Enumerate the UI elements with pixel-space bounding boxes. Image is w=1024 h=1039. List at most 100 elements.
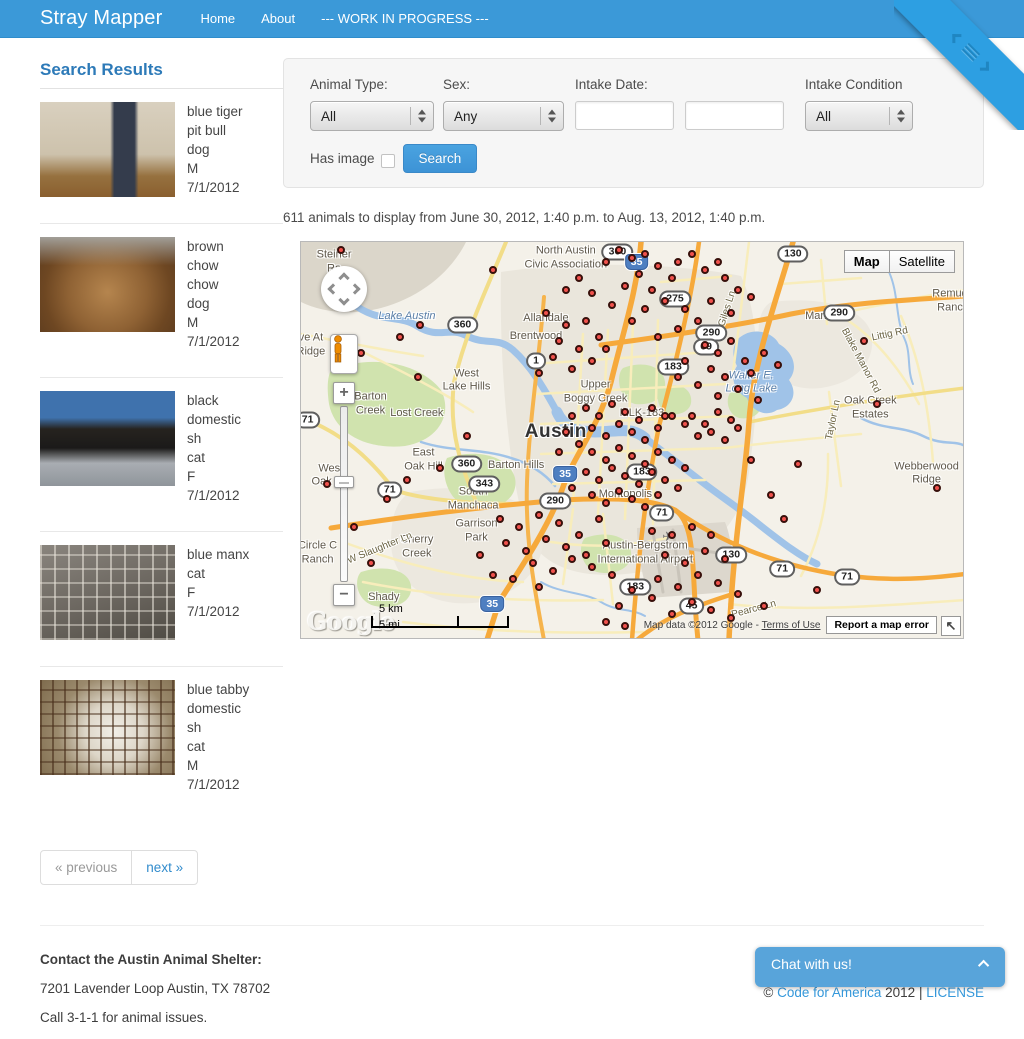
animal-marker[interactable] bbox=[614, 602, 623, 611]
animal-marker[interactable] bbox=[694, 570, 703, 579]
animal-marker[interactable] bbox=[661, 550, 670, 559]
animal-marker[interactable] bbox=[548, 566, 557, 575]
animal-marker[interactable] bbox=[402, 475, 411, 484]
animal-marker[interactable] bbox=[581, 550, 590, 559]
animal-marker[interactable] bbox=[594, 412, 603, 421]
animal-marker[interactable] bbox=[581, 404, 590, 413]
animal-marker[interactable] bbox=[628, 317, 636, 326]
animal-marker[interactable] bbox=[614, 420, 623, 429]
animal-marker[interactable] bbox=[767, 491, 776, 500]
animal-marker[interactable] bbox=[608, 463, 617, 472]
animal-marker[interactable] bbox=[601, 499, 610, 508]
animal-marker[interactable] bbox=[733, 285, 742, 294]
animal-marker[interactable] bbox=[621, 408, 630, 417]
zoom-slider-handle[interactable] bbox=[334, 476, 354, 488]
animal-marker[interactable] bbox=[714, 348, 723, 357]
animal-marker[interactable] bbox=[601, 455, 610, 464]
animal-marker[interactable] bbox=[654, 424, 663, 433]
animal-marker[interactable] bbox=[733, 384, 742, 393]
animal-marker[interactable] bbox=[535, 511, 544, 520]
animal-marker[interactable] bbox=[436, 463, 445, 472]
animal-marker[interactable] bbox=[641, 503, 650, 512]
animal-marker[interactable] bbox=[621, 622, 630, 631]
animal-marker[interactable] bbox=[508, 574, 517, 583]
animal-marker[interactable] bbox=[680, 558, 689, 567]
animal-marker[interactable] bbox=[720, 436, 729, 444]
license-link[interactable]: LICENSE bbox=[926, 985, 984, 1000]
animal-marker[interactable] bbox=[714, 392, 723, 401]
animal-marker[interactable] bbox=[588, 491, 597, 500]
animal-marker[interactable] bbox=[535, 368, 544, 377]
animal-marker[interactable] bbox=[488, 570, 497, 579]
animal-marker[interactable] bbox=[621, 281, 630, 290]
terms-of-use-link[interactable]: Terms of Use bbox=[761, 619, 821, 631]
animal-marker[interactable] bbox=[727, 337, 736, 345]
zoom-slider-track[interactable] bbox=[340, 406, 348, 582]
zoom-out-button[interactable]: − bbox=[333, 584, 355, 606]
animal-marker[interactable] bbox=[680, 420, 689, 429]
animal-marker[interactable] bbox=[568, 554, 577, 563]
animal-marker[interactable] bbox=[601, 432, 610, 441]
animal-marker[interactable] bbox=[502, 538, 511, 547]
animal-marker[interactable] bbox=[700, 340, 709, 349]
animal-marker[interactable] bbox=[674, 325, 683, 334]
has-image-checkbox[interactable] bbox=[380, 153, 395, 168]
animal-marker[interactable] bbox=[667, 273, 676, 282]
search-result-item[interactable]: blue manx cat F 7/1/2012 bbox=[40, 532, 283, 667]
animal-marker[interactable] bbox=[654, 261, 663, 270]
animal-type-select[interactable]: All bbox=[310, 101, 434, 131]
animal-marker[interactable] bbox=[707, 364, 716, 373]
animal-marker[interactable] bbox=[674, 257, 683, 266]
animal-marker[interactable] bbox=[647, 285, 656, 294]
animal-marker[interactable] bbox=[561, 321, 570, 330]
animal-marker[interactable] bbox=[714, 578, 723, 587]
animal-marker[interactable] bbox=[674, 582, 683, 591]
animal-marker[interactable] bbox=[654, 491, 663, 500]
animal-marker[interactable] bbox=[614, 443, 623, 452]
animal-marker[interactable] bbox=[349, 523, 358, 532]
animal-marker[interactable] bbox=[575, 344, 584, 353]
animal-marker[interactable] bbox=[714, 257, 723, 266]
animal-marker[interactable] bbox=[694, 317, 703, 326]
map-view-button[interactable]: Map bbox=[843, 250, 890, 273]
animal-marker[interactable] bbox=[488, 265, 497, 274]
chat-widget[interactable]: Chat with us! bbox=[755, 947, 1005, 987]
animal-marker[interactable] bbox=[608, 400, 617, 409]
animal-marker[interactable] bbox=[667, 531, 676, 540]
animal-marker[interactable] bbox=[568, 364, 577, 373]
animal-marker[interactable] bbox=[634, 416, 643, 425]
search-result-item[interactable]: blue tiger pit bull dog M 7/1/2012 bbox=[40, 89, 283, 224]
animal-marker[interactable] bbox=[647, 404, 656, 413]
animal-marker[interactable] bbox=[700, 546, 709, 555]
animal-marker[interactable] bbox=[528, 558, 537, 567]
animal-marker[interactable] bbox=[641, 249, 650, 258]
animal-marker[interactable] bbox=[575, 439, 584, 448]
zoom-in-button[interactable]: + bbox=[333, 382, 355, 404]
animal-marker[interactable] bbox=[413, 372, 422, 381]
intake-date-from-input[interactable] bbox=[575, 101, 674, 130]
animal-marker[interactable] bbox=[707, 428, 716, 437]
pan-up-icon[interactable] bbox=[338, 272, 350, 284]
animal-marker[interactable] bbox=[753, 396, 762, 405]
animal-marker[interactable] bbox=[694, 432, 703, 441]
search-button[interactable]: Search bbox=[402, 144, 478, 173]
pan-down-icon[interactable] bbox=[338, 294, 350, 306]
animal-marker[interactable] bbox=[575, 273, 584, 282]
animal-marker[interactable] bbox=[714, 408, 723, 417]
animal-marker[interactable] bbox=[661, 412, 670, 421]
animal-marker[interactable] bbox=[555, 447, 564, 456]
intake-condition-select[interactable]: All bbox=[805, 101, 913, 131]
animal-marker[interactable] bbox=[654, 447, 663, 456]
animal-marker[interactable] bbox=[366, 558, 375, 567]
animal-marker[interactable] bbox=[773, 360, 782, 369]
animal-marker[interactable] bbox=[634, 479, 643, 488]
map-canvas[interactable]: Steiner RaNorth Austin Civic Association… bbox=[300, 241, 964, 639]
nav-about[interactable]: About bbox=[261, 11, 296, 26]
map-pan-control[interactable] bbox=[321, 266, 367, 312]
animal-marker[interactable] bbox=[813, 586, 822, 595]
search-result-item[interactable]: black domestic sh cat F 7/1/2012 bbox=[40, 378, 283, 532]
animal-marker[interactable] bbox=[628, 253, 636, 262]
animal-marker[interactable] bbox=[594, 475, 603, 484]
satellite-view-button[interactable]: Satellite bbox=[889, 250, 955, 273]
animal-marker[interactable] bbox=[654, 574, 663, 583]
